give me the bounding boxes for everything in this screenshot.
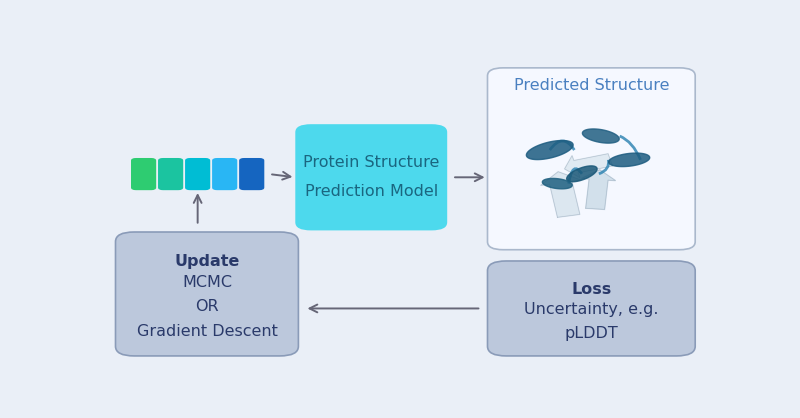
FancyBboxPatch shape (115, 232, 298, 356)
Text: MCMC
OR
Gradient Descent: MCMC OR Gradient Descent (137, 275, 278, 339)
Text: Protein Structure: Protein Structure (303, 155, 439, 170)
FancyBboxPatch shape (487, 261, 695, 356)
Text: Prediction Model: Prediction Model (305, 184, 438, 199)
Text: Uncertainty, e.g.
pLDDT: Uncertainty, e.g. pLDDT (524, 301, 658, 341)
Text: Update: Update (174, 254, 240, 269)
FancyBboxPatch shape (487, 68, 695, 250)
FancyBboxPatch shape (295, 124, 447, 230)
FancyBboxPatch shape (131, 158, 156, 190)
FancyBboxPatch shape (185, 158, 210, 190)
Text: Loss: Loss (571, 282, 611, 297)
Text: Predicted Structure: Predicted Structure (514, 78, 669, 93)
FancyBboxPatch shape (239, 158, 264, 190)
FancyBboxPatch shape (158, 158, 183, 190)
FancyBboxPatch shape (212, 158, 238, 190)
